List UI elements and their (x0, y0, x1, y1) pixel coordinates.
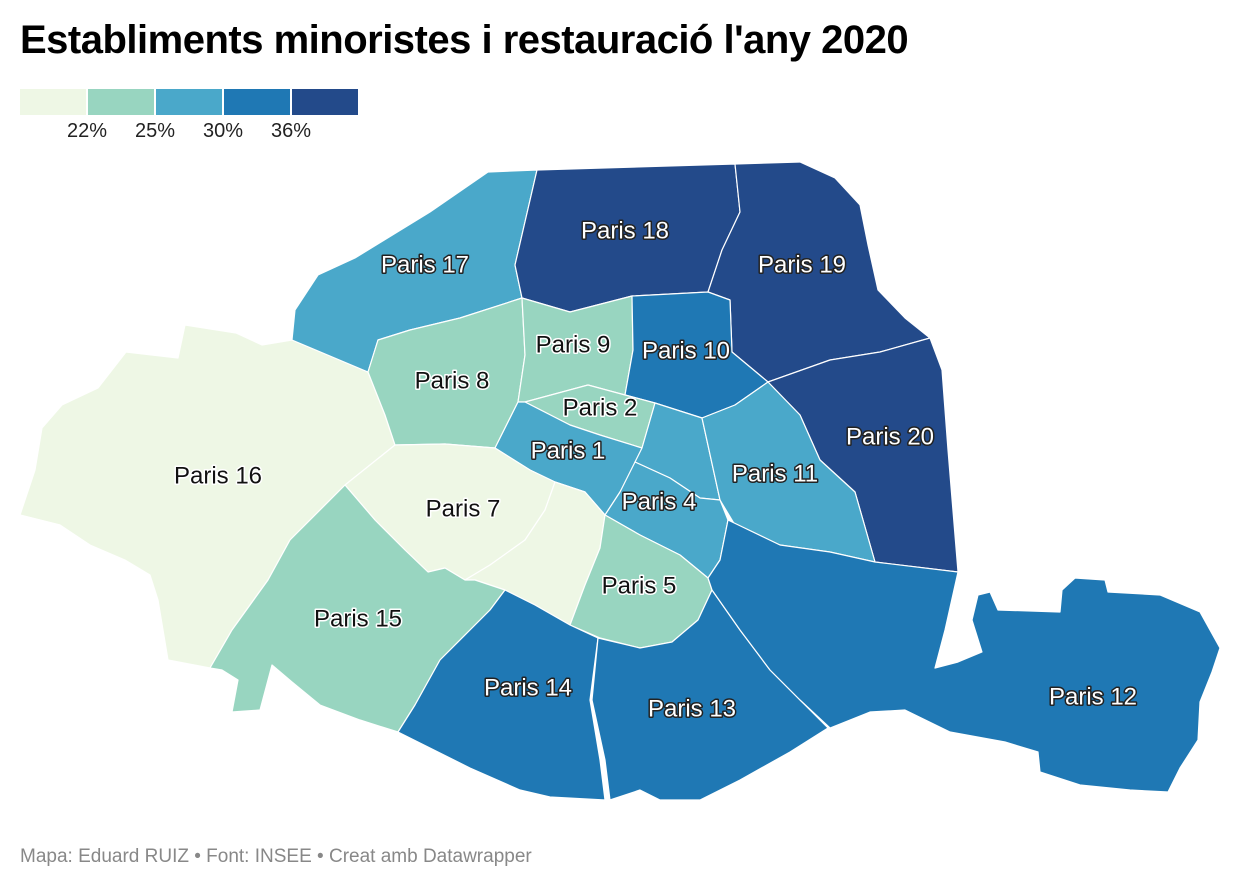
label-paris-14: Paris 14 (484, 674, 572, 701)
label-paris-2: Paris 2 (563, 394, 638, 421)
legend-swatch-3 (156, 89, 222, 115)
chart-title: Establiments minoristes i restauració l'… (20, 18, 909, 62)
region-labels: Paris 18 Paris 19 Paris 17 Paris 9 Paris… (172, 216, 1138, 724)
legend-swatch-4 (224, 89, 290, 115)
label-paris-7: Paris 7 (426, 495, 501, 522)
legend-swatch-1 (20, 89, 86, 115)
legend-tick-2: 25% (134, 120, 176, 142)
region-paris-12[interactable] (707, 519, 1221, 793)
label-paris-17: Paris 17 (381, 251, 469, 278)
label-paris-8: Paris 8 (415, 367, 490, 394)
label-paris-16: Paris 16 (174, 462, 262, 489)
region-paris-14[interactable] (397, 589, 606, 801)
label-paris-4: Paris 4 (622, 488, 697, 515)
label-paris-11: Paris 11 (732, 460, 818, 487)
label-paris-12: Paris 12 (1049, 683, 1137, 710)
region-paris-13[interactable] (591, 589, 829, 801)
label-paris-20: Paris 20 (846, 423, 934, 450)
label-paris-13: Paris 13 (648, 695, 736, 722)
legend-tick-3: 30% (202, 120, 244, 142)
region-paris-11[interactable] (701, 381, 876, 563)
label-paris-5: Paris 5 (602, 572, 677, 599)
label-paris-1: Paris 1 (531, 437, 606, 464)
region-paris-15[interactable] (209, 484, 506, 733)
label-paris-9: Paris 9 (536, 331, 611, 358)
legend-swatch-2 (88, 89, 154, 115)
legend-tick-4: 36% (270, 120, 312, 142)
legend-tick-1: 22% (66, 120, 108, 142)
label-paris-18: Paris 18 (581, 217, 669, 244)
color-legend: 22% 25% 30% 36% (20, 89, 360, 149)
label-paris-19: Paris 19 (758, 251, 846, 278)
legend-swatch-5 (292, 89, 358, 115)
label-paris-10: Paris 10 (642, 337, 730, 364)
label-paris-15: Paris 15 (314, 605, 402, 632)
source-footer: Mapa: Eduard RUIZ • Font: INSEE • Creat … (20, 846, 532, 867)
